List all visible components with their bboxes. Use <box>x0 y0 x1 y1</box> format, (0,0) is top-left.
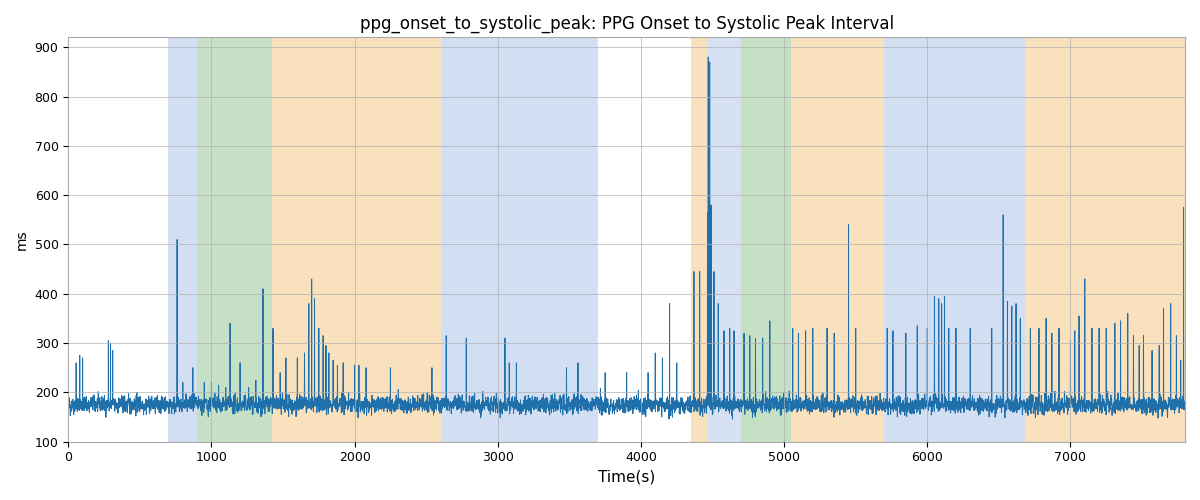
Bar <box>271 38 440 442</box>
Bar <box>197 38 271 442</box>
Bar <box>791 38 884 442</box>
Bar <box>168 38 197 442</box>
Title: ppg_onset_to_systolic_peak: PPG Onset to Systolic Peak Interval: ppg_onset_to_systolic_peak: PPG Onset to… <box>360 15 894 34</box>
Bar <box>691 38 707 442</box>
Bar <box>884 38 1025 442</box>
Y-axis label: ms: ms <box>16 229 29 250</box>
Bar <box>707 38 742 442</box>
Bar <box>440 38 598 442</box>
X-axis label: Time(s): Time(s) <box>598 470 655 485</box>
Bar <box>742 38 791 442</box>
Bar <box>1025 38 1184 442</box>
